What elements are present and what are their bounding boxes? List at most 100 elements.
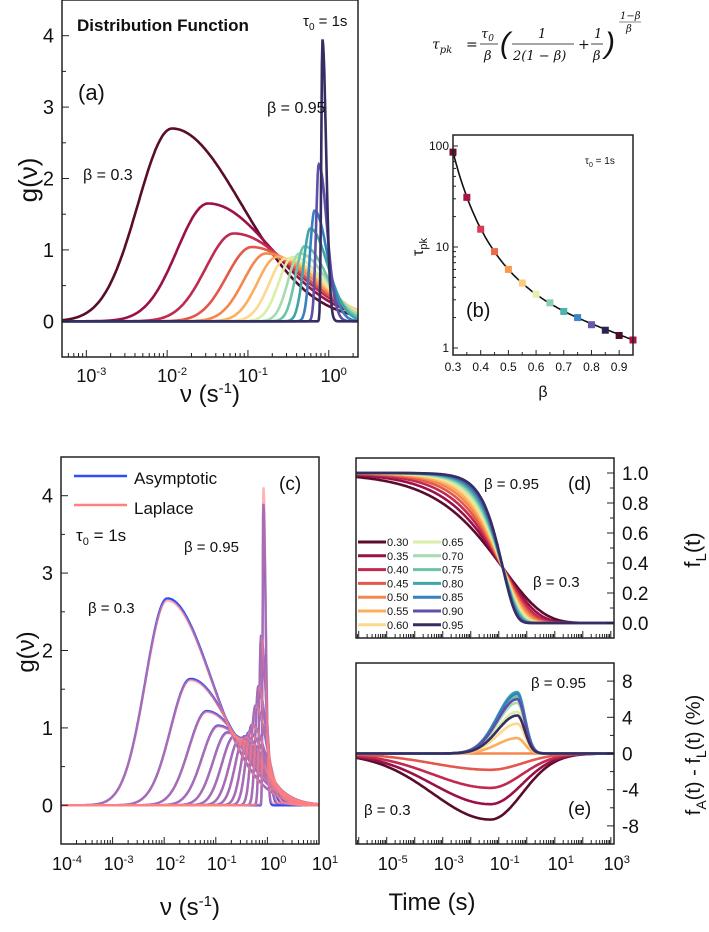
panel-b-marker-beta-0.35 <box>463 193 471 201</box>
panel-a-label: (a) <box>78 80 105 105</box>
panel-a-title: Distribution Function <box>77 16 249 35</box>
panel-a-ytick-label: 1 <box>43 240 54 262</box>
svg-text:1−β: 1−β <box>620 11 641 22</box>
panel-d-ytick-label: 0.4 <box>622 554 649 575</box>
panel-a-ytick-label: 2 <box>43 169 54 191</box>
panel-a-ytick-label: 0 <box>43 311 54 333</box>
svg-text:2(1 − β): 2(1 − β) <box>512 49 566 64</box>
panel-b-xtick-label: 0.8 <box>583 360 600 374</box>
panel-a-ylabel: g(ν) <box>13 158 43 203</box>
panel-b-marker-beta-0.80 <box>587 321 595 329</box>
panel-d-ytick-label: 0.2 <box>622 584 648 605</box>
panel-d-curve-beta-0.95 <box>356 471 614 625</box>
tau-pk-formula: τpk = τ0 β ( 1 2(1 − β) + 1 β ) 1−β β <box>432 11 641 64</box>
panel-c-tau0-annotation: τ0 = 1s <box>76 526 126 548</box>
panel-e-ytick-label: 8 <box>622 672 633 693</box>
panel-c-beta-low: β = 0.3 <box>88 600 135 617</box>
panel-b-xtick-label: 0.5 <box>500 360 517 374</box>
panel-e-ytick-label: -4 <box>622 781 639 802</box>
panel-c-laplace-curve-beta-0.90 <box>61 635 319 807</box>
panel-d-legend: 0.30 0.35 0.400.45 0.50 0.55 0.60 0.65 0.70 0.75… <box>358 537 463 632</box>
panel-d-beta-low: β = 0.3 <box>533 574 580 591</box>
panel-c-beta-high: β = 0.95 <box>184 539 239 556</box>
panel-d-ylabel: fL(t) <box>680 532 709 567</box>
panel-c-xtick-label: 10-4 <box>52 854 82 874</box>
panel-a-xtick-label: 10-3 <box>76 366 106 386</box>
legend-label-beta-0.90: 0.90 <box>442 606 463 618</box>
panel-e-ytick-label: 0 <box>622 745 633 766</box>
panel-e-curve-beta-0.65 <box>356 710 614 755</box>
svg-text:1: 1 <box>594 27 602 42</box>
svg-text:(: ( <box>500 27 513 60</box>
panel-e-xlabel: Time (s) <box>388 889 475 916</box>
panel-a-ytick-label: 4 <box>43 26 54 48</box>
legend-label-laplace: Laplace <box>134 499 194 518</box>
panel-b-xtick-label: 0.6 <box>528 360 545 374</box>
panel-b-label: (b) <box>466 300 490 322</box>
svg-text:β: β <box>625 24 632 35</box>
panel-b-ytick-label: 1 <box>442 341 449 355</box>
svg-text:τpk: τpk <box>432 37 452 56</box>
panel-e-beta-low: β = 0.3 <box>364 802 411 819</box>
panel-a-xtick-label: 10-1 <box>238 366 268 386</box>
panel-d-ytick-label: 0.6 <box>622 524 648 545</box>
svg-text:): ) <box>602 27 615 60</box>
panel-a-tau0-annotation: τ0 = 1s <box>303 13 347 33</box>
svg-text:β: β <box>483 49 492 64</box>
legend-label-beta-0.35: 0.35 <box>387 551 408 563</box>
panel-e-label: (e) <box>568 799 591 820</box>
legend-label-beta-0.60: 0.60 <box>387 620 408 632</box>
panel-c-ytick-label: 1 <box>42 718 53 740</box>
panel-b-xlabel: β <box>538 384 547 401</box>
panel-a-curve-beta-0.95 <box>62 39 358 323</box>
panel-b-ytick-label: 100 <box>429 139 449 153</box>
legend-label-beta-0.70: 0.70 <box>442 551 463 563</box>
panel-e-beta-high: β = 0.95 <box>531 675 586 692</box>
legend-label-beta-0.30: 0.30 <box>387 537 408 549</box>
panel-c-ytick-label: 0 <box>42 795 53 817</box>
panel-a-xtick-label: 10-2 <box>157 366 187 386</box>
legend-label-beta-0.75: 0.75 <box>442 565 463 577</box>
panel-c-laplace-curve-beta-0.30 <box>61 599 319 807</box>
legend-label-beta-0.55: 0.55 <box>387 606 408 618</box>
panel-c-xtick-label: 10-1 <box>207 854 237 874</box>
legend-label-beta-0.95: 0.95 <box>442 620 463 632</box>
panel-d-beta-high: β = 0.95 <box>484 476 539 493</box>
panel-a-curve-beta-0.90 <box>62 161 358 323</box>
panel-b-tau0-annotation: τ0 = 1s <box>585 156 615 169</box>
panel-e-xtick-label: 10-1 <box>490 854 520 874</box>
panel-c-xtick-label: 10-2 <box>155 854 185 874</box>
panel-b-ylabel: τpk <box>410 238 430 256</box>
svg-text:β: β <box>592 49 601 64</box>
panel-b-marker-beta-0.60 <box>532 290 540 298</box>
panel-b-marker-beta-0.50 <box>504 265 512 273</box>
panel-b-frame <box>452 134 634 356</box>
panel-c-xtick-label: 101 <box>312 854 338 874</box>
panel-a-beta-low: β = 0.3 <box>83 167 133 184</box>
panel-c-legend: Asymptotic Laplace <box>74 469 218 518</box>
panel-b-xtick-label: 0.3 <box>445 360 462 374</box>
legend-label-beta-0.65: 0.65 <box>442 537 463 549</box>
panel-a-beta-high: β = 0.95 <box>267 100 326 117</box>
panel-e-xtick-label: 10-5 <box>378 854 408 874</box>
panel-b-xtick-label: 0.4 <box>472 360 489 374</box>
panel-c-ytick-label: 2 <box>42 641 53 663</box>
panel-d-ytick-label: 1.0 <box>622 464 648 485</box>
panel-b-ytick-label: 10 <box>436 240 450 254</box>
legend-label-beta-0.45: 0.45 <box>387 578 408 590</box>
panel-e-xtick-label: 103 <box>604 854 630 874</box>
legend-label-beta-0.85: 0.85 <box>442 592 463 604</box>
panel-b-marker-beta-0.85 <box>601 326 609 334</box>
legend-label-asymptotic: Asymptotic <box>134 469 218 488</box>
panel-a-curve-beta-0.30 <box>62 127 359 322</box>
panel-e-ytick-label: -8 <box>622 817 639 838</box>
panel-a-xlabel: ν (s-1) <box>180 380 240 408</box>
panel-b-marker-beta-0.70 <box>560 307 568 315</box>
panel-e-curve-beta-0.95 <box>356 714 614 755</box>
panel-b-marker-beta-0.90 <box>615 331 623 339</box>
panel-b-marker-beta-0.40 <box>477 225 485 233</box>
panel-c-ylabel: g(ν) <box>13 631 40 672</box>
panel-c-ytick-label: 3 <box>42 563 53 585</box>
panel-c-ytick-label: 4 <box>42 486 53 508</box>
